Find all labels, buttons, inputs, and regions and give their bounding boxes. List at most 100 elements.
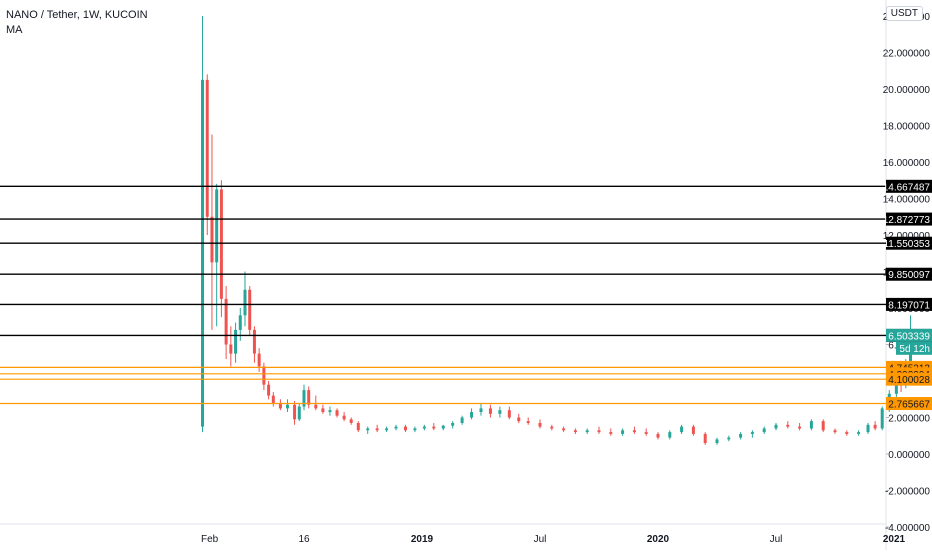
candle-body-down: [375, 428, 379, 431]
candle-body-up: [809, 421, 813, 429]
y-tick-label: 12.000000: [883, 231, 931, 242]
candle-body-up: [621, 430, 625, 434]
candle-body-up: [215, 189, 219, 263]
level-label: 14.667487: [883, 182, 931, 193]
candle-body-up: [201, 79, 205, 427]
symbol-title[interactable]: NANO / Tether, 1W, KUCOIN: [6, 9, 148, 21]
candle-body-down: [321, 408, 325, 413]
x-tick-label: Jul: [534, 534, 547, 545]
x-tick-label: 2020: [647, 534, 670, 545]
candle-body-down: [821, 421, 825, 431]
candle-body-up: [762, 428, 766, 433]
candle-body-up: [297, 406, 301, 420]
y-tick-label: 18.000000: [883, 122, 931, 133]
candle-body-down: [873, 424, 877, 429]
candle-body-up: [857, 432, 861, 434]
candle-body-down: [632, 430, 636, 433]
candle-body-up: [470, 412, 474, 418]
level-label-bg: [886, 397, 932, 411]
candle-body-down: [526, 421, 530, 423]
candle-body-down: [248, 289, 252, 330]
level-label: 4.100028: [888, 375, 930, 386]
candle-body-up: [302, 390, 306, 407]
candle-body-up: [238, 315, 242, 330]
y-tick-label: -2.000000: [885, 487, 930, 498]
x-tick-label: Feb: [201, 534, 219, 545]
y-tick-label: 14.000000: [883, 195, 931, 206]
indicator-ma[interactable]: MA: [6, 24, 23, 36]
level-label-bg: [886, 236, 932, 250]
grid-layer: [0, 0, 887, 550]
candle-body-down: [307, 390, 311, 405]
level-label-bg: [886, 179, 932, 193]
candle-body-down: [335, 410, 339, 416]
level-label-bg: [886, 297, 932, 311]
candle-body-up: [243, 289, 247, 316]
candle-body-down: [573, 430, 577, 433]
level-label: 9.850097: [888, 270, 930, 281]
x-tick-label: 2021: [883, 534, 906, 545]
candle-body-down: [562, 428, 566, 431]
candle-body-down: [833, 430, 837, 433]
y-tick-label: 22.000000: [883, 49, 931, 60]
level-layer: [0, 185, 886, 405]
candle-body-down: [517, 417, 521, 422]
candle-body-up: [422, 426, 426, 429]
candle-body-down: [356, 422, 360, 431]
price-labels: 14.667487 12.872773 11.550353 9.850097 8.197…: [883, 179, 932, 411]
candle-body-down: [205, 79, 209, 217]
candle-body-up: [585, 430, 589, 433]
candle-body-down: [403, 426, 407, 431]
candle-body-up: [441, 425, 445, 429]
candle-body-up: [451, 422, 455, 426]
candle-body-down: [342, 415, 346, 420]
candle-body-down: [271, 395, 275, 403]
x-tick-label: 16: [298, 534, 310, 545]
candle-body-down: [644, 432, 648, 434]
level-label-bg: [886, 267, 932, 281]
candle-body-down: [349, 419, 353, 423]
candle-body-down: [257, 353, 261, 367]
candle-body-up: [880, 408, 884, 429]
candle-body-up: [460, 417, 464, 423]
currency-badge[interactable]: USDT: [885, 6, 923, 21]
candle-body-down: [224, 298, 228, 345]
candle-body-up: [394, 426, 398, 429]
candle-body-up: [234, 329, 238, 354]
candle-body-up: [866, 424, 870, 433]
x-tick-label: Jul: [770, 534, 783, 545]
candle-body-down: [703, 433, 707, 444]
y-tick-label: 20.000000: [883, 85, 931, 96]
candle-body-down: [538, 422, 542, 427]
candle-body-up: [739, 433, 743, 438]
candle-body-down: [656, 433, 660, 438]
candle-body-down: [219, 189, 223, 299]
candle-body-up: [328, 410, 332, 413]
level-label-bg: [886, 372, 932, 386]
candle-body-up: [498, 410, 502, 414]
candle-body-down: [609, 432, 613, 434]
candle-body-up: [715, 439, 719, 444]
candle-body-down: [550, 426, 554, 429]
countdown-label: 5d 12h: [899, 344, 930, 355]
level-label: 8.197071: [888, 300, 930, 311]
candle-body-down: [597, 430, 601, 433]
level-label: 11.550353: [883, 239, 930, 250]
candle-body-down: [314, 404, 318, 409]
candle-body-down: [293, 404, 297, 420]
candle-body-up: [680, 426, 684, 433]
candle-body-up: [285, 404, 289, 409]
current-price-label: 6.503339: [888, 331, 930, 342]
candle-body-down: [267, 384, 271, 396]
y-tick-label: 0.000000: [888, 450, 930, 461]
candle-body-down: [798, 426, 802, 429]
candle-body-down: [786, 424, 790, 427]
x-axis: Feb162019Jul2020Jul2021Jul2022Jul2023Jul: [201, 534, 906, 545]
candle-body-up: [385, 428, 389, 431]
level-label-bg: [886, 212, 932, 226]
countdown-label-bg: [896, 341, 932, 355]
y-tick-label: 2.000000: [888, 414, 930, 425]
candle-layer: [201, 16, 913, 445]
